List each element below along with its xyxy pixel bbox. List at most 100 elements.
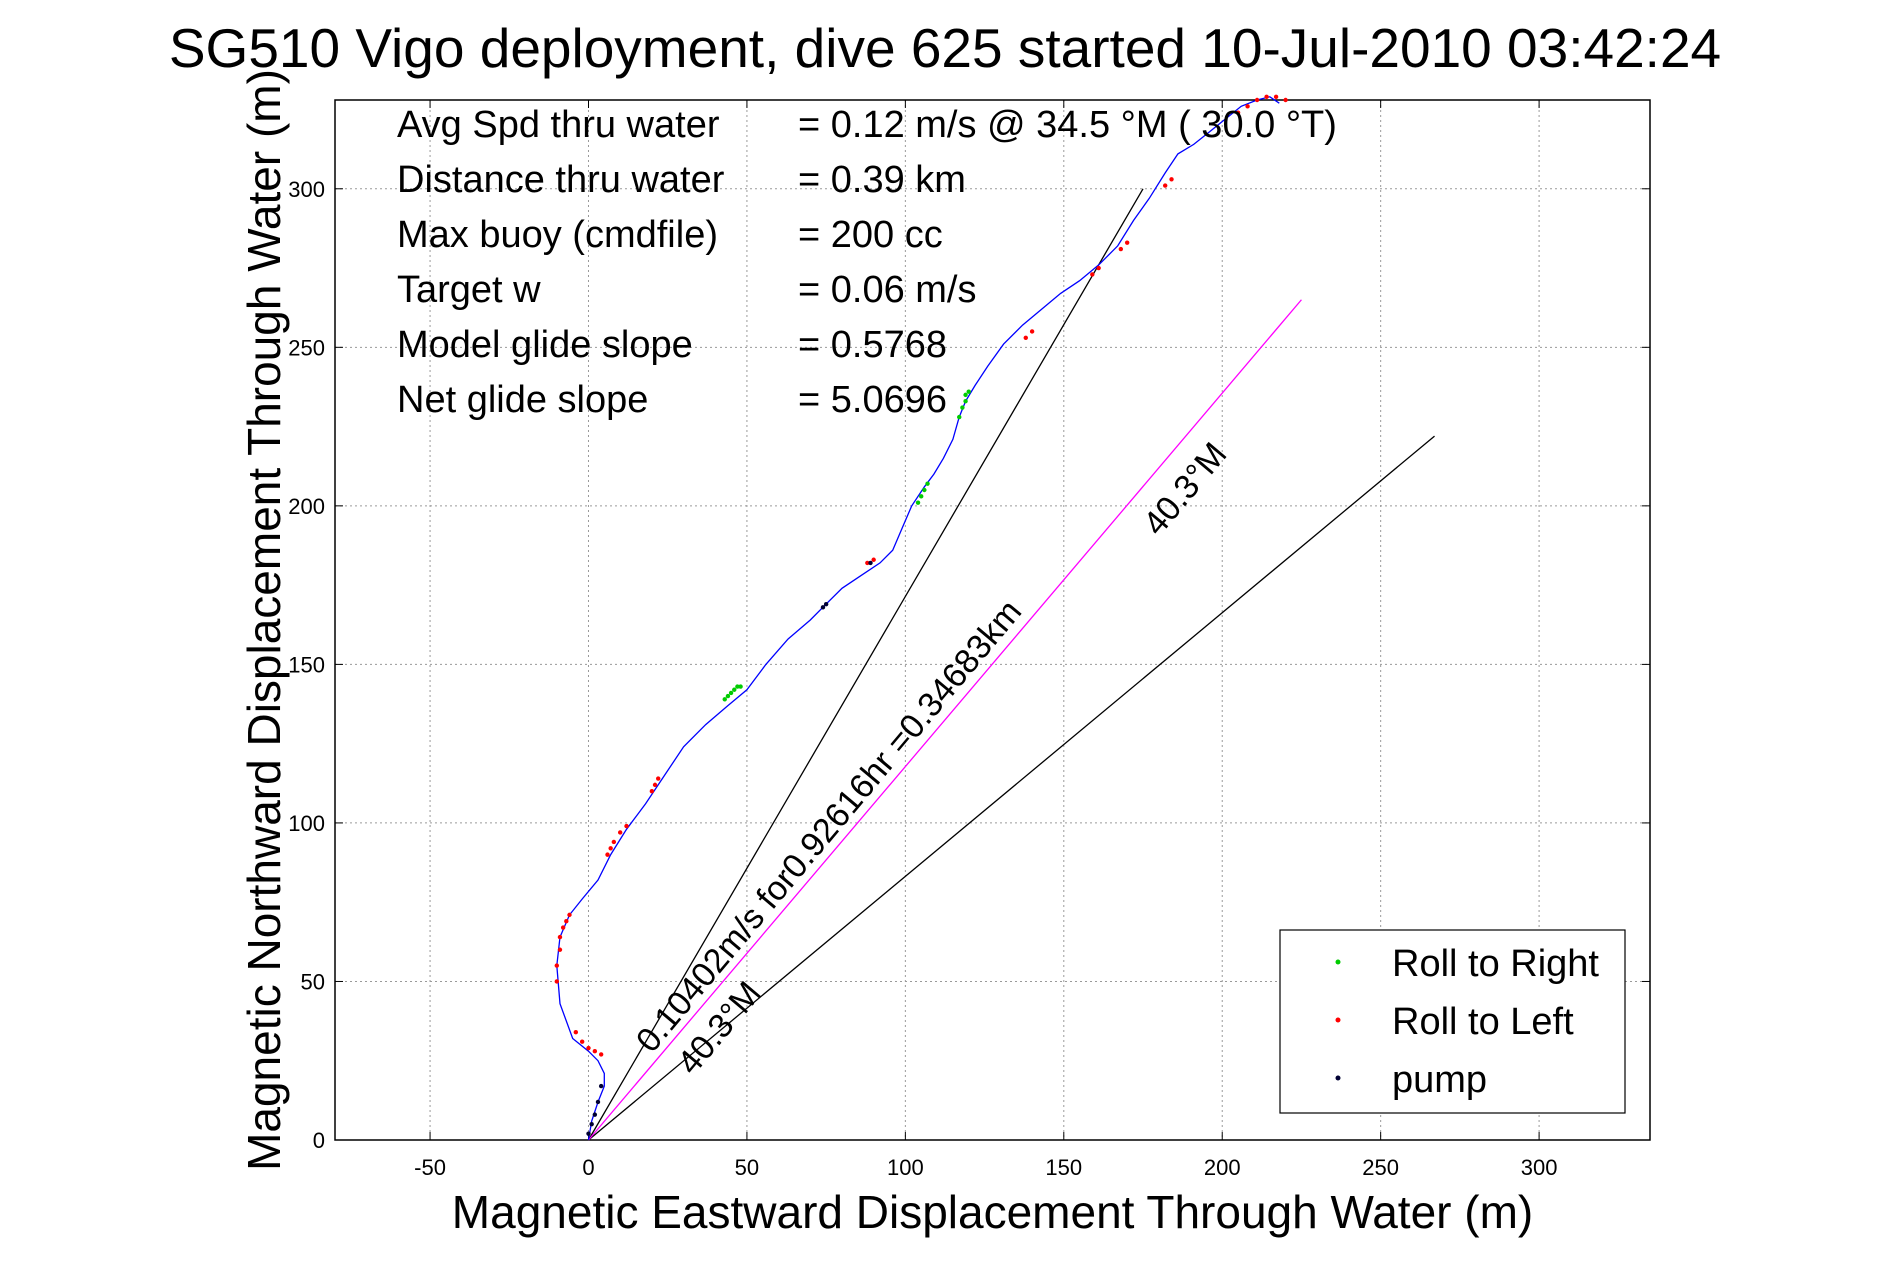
x-tick-label: 150 [1045,1155,1082,1180]
roll-right-point [919,494,924,499]
x-tick-label: 250 [1362,1155,1399,1180]
roll-left-point [567,912,572,918]
legend-marker [1335,1017,1341,1023]
roll-left-point [652,782,658,788]
info-value: = 200 cc [798,214,943,256]
roll-right-point [915,500,921,505]
annotations-layer: 0.10402m/s for0.92616hr =0.34683km 40.3°M… [629,435,1235,1081]
annotation-text: 0.10402m/s for0.92616hr =0.34683km [629,593,1029,1060]
annotation-text: 40.3°M [1136,435,1235,542]
y-axis-label: Magnetic Northward Displacement Through … [238,69,290,1171]
black-line-shallow [588,435,1435,1141]
roll-left-point [1235,110,1241,115]
roll-right-point [922,487,927,493]
info-label: Model glide slope [397,324,693,366]
x-tick-label: 100 [887,1155,924,1180]
x-axis-label: Magnetic Eastward Displacement Through W… [452,1186,1533,1238]
points-layer [554,94,1288,1136]
roll-left-point [871,557,876,562]
x-tick-label: 300 [1521,1155,1558,1180]
info-label: Distance thru water [397,159,725,201]
pump-point [598,1083,604,1089]
roll-left-point [1283,97,1288,103]
roll-right-point [957,414,962,420]
roll-left-point [554,963,560,968]
black-line-steep [587,188,1144,1141]
pump-point [595,1099,601,1105]
pump-point [586,1131,591,1136]
y-tick-label: 200 [288,494,325,519]
legend: Roll to Right Roll to Left pump [1279,929,1626,1114]
y-tick-label: 300 [288,177,325,202]
roll-right-point [722,697,727,702]
roll-left-point [608,846,613,851]
info-label: Avg Spd thru water [397,104,720,146]
info-value: = 0.5768 [798,324,947,366]
info-value: = 0.12 m/s @ 34.5 °M ( 30.0 °T) [798,104,1337,146]
roll-left-point [560,925,566,930]
track-layer [556,96,1280,1141]
roll-right-point [728,690,734,696]
roll-right-point [960,405,965,410]
roll-left-point [554,979,560,984]
roll-left-point [656,776,661,781]
roll-left-point [1245,104,1250,109]
info-value: = 5.0696 [798,379,947,421]
roll-left-point [586,1045,591,1051]
roll-left-point [1090,272,1095,277]
roll-right-point [966,389,971,394]
pump-point [592,1112,598,1117]
info-label: Max buoy (cmdfile) [397,214,718,256]
pump-point [823,601,829,607]
roll-left-point [1162,183,1168,188]
magenta-line [587,299,1302,1141]
legend-label: Roll to Right [1392,943,1599,985]
roll-left-point [1124,240,1130,245]
info-value: = 0.06 m/s [798,269,976,311]
roll-left-point [624,823,629,829]
roll-left-point [592,1049,598,1054]
roll-right-point [925,481,930,486]
chart-title: SG510 Vigo deployment, dive 625 started … [169,17,1721,79]
y-tick-label: 100 [288,811,325,836]
roll-left-point [564,919,569,924]
ticks-layer: -50 0 50 100 150 200 250 300 0 50 100 150 200 250 300 [288,100,1650,1180]
legend-label: Roll to Left [1392,1001,1574,1043]
roll-right-point [963,399,968,404]
info-label: Net glide slope [397,379,648,421]
glider-track-line [556,96,1280,1141]
pump-point [820,605,826,610]
x-tick-label: -50 [414,1155,446,1180]
info-value: = 0.39 km [798,159,966,201]
roll-left-point [1254,97,1260,103]
roll-right-point [732,687,737,692]
legend-label: pump [1392,1059,1487,1101]
legend-marker [1335,959,1341,965]
y-tick-label: 250 [288,335,325,360]
roll-right-point [738,684,743,689]
roll-left-point [611,839,617,845]
roll-right-point [725,693,731,699]
roll-left-point [1264,94,1269,100]
roll-left-point [1118,246,1124,252]
roll-left-point [579,1039,585,1044]
roll-left-point [557,947,563,952]
y-tick-label: 50 [301,969,325,994]
x-tick-label: 200 [1204,1155,1241,1180]
roll-right-point [735,684,740,689]
x-tick-label: 50 [735,1155,759,1180]
roll-left-point [598,1052,604,1057]
roll-left-point [557,934,563,940]
pump-point [868,560,873,566]
plot-area-frame [334,99,1651,1141]
info-label: Target w [397,269,541,311]
roll-left-point [649,789,655,794]
roll-left-point [1023,335,1028,341]
roll-left-point [1273,94,1279,100]
y-tick-label: 150 [288,652,325,677]
legend-marker [1335,1075,1341,1081]
roll-left-point [1096,265,1101,271]
roll-left-point [1029,329,1035,334]
roll-left-point [573,1029,579,1035]
